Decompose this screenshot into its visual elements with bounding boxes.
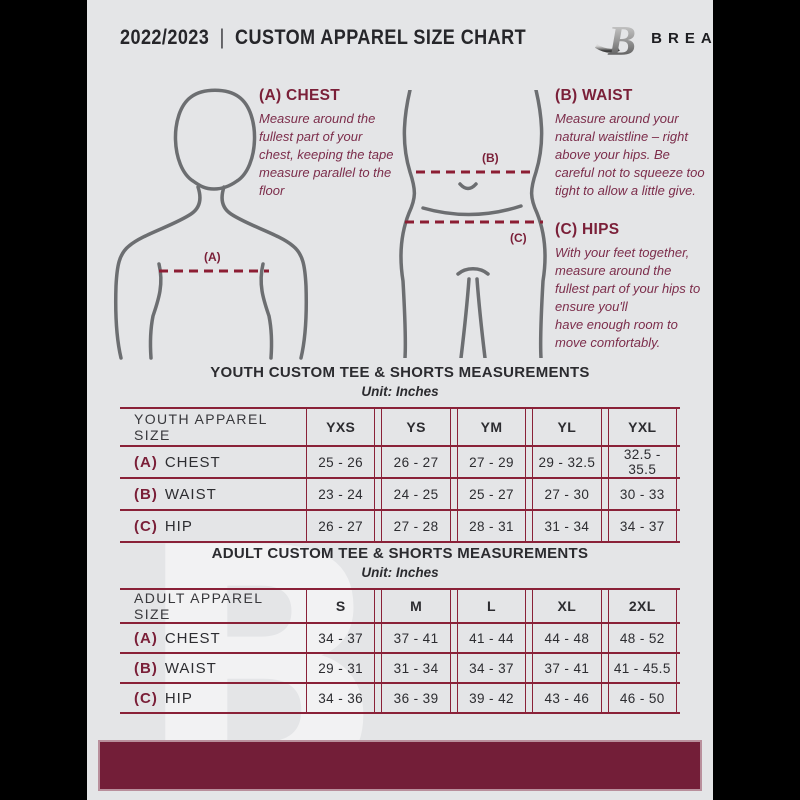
adult-col-l: L xyxy=(456,590,527,622)
adult-size-table: ADULT APPAREL SIZE S M L XL 2XL (A) CHES… xyxy=(120,588,680,714)
chart-title: CUSTOM APPAREL SIZE CHART xyxy=(235,26,527,49)
waist-marker-label: (B) xyxy=(482,151,499,165)
breakaway-logo-icon: B xyxy=(594,19,636,61)
adult-col-xl: XL xyxy=(532,590,602,622)
cell: 41 - 45.5 xyxy=(607,654,677,682)
youth-size-table: YOUTH APPAREL SIZE YXS YS YM YL YXL (A) … xyxy=(120,407,680,543)
footer-bar xyxy=(98,740,702,791)
adult-section-unit: Unit: Inches xyxy=(361,565,439,580)
season-label: 2022/2023 xyxy=(120,26,210,49)
cell: 34 - 37 xyxy=(456,654,527,682)
svg-text:B: B xyxy=(607,19,636,61)
chest-instruction-text: Measure around the fullest part of your … xyxy=(259,111,394,198)
youth-col-ys: YS xyxy=(381,409,451,445)
row-key: (A) xyxy=(134,453,158,471)
youth-table-header-row: YOUTH APPAREL SIZE YXS YS YM YL YXL xyxy=(120,407,680,447)
cell: 48 - 52 xyxy=(607,624,677,652)
page-title: 2022/2023 | CUSTOM APPAREL SIZE CHART xyxy=(120,26,526,50)
youth-col-yxl: YXL xyxy=(607,409,677,445)
chest-marker-label: (A) xyxy=(204,250,221,264)
cell: 27 - 30 xyxy=(532,479,602,509)
cell: 41 - 44 xyxy=(456,624,527,652)
adult-col-2xl: 2XL xyxy=(607,590,677,622)
cell: 34 - 37 xyxy=(306,624,376,652)
cell: 26 - 27 xyxy=(381,447,451,477)
youth-section-unit: Unit: Inches xyxy=(361,384,439,399)
adult-col-m: M xyxy=(381,590,451,622)
youth-size-label: YOUTH APPAREL SIZE xyxy=(134,411,268,443)
adult-col-s: S xyxy=(306,590,376,622)
adult-waist-row: (B) WAIST 29 - 31 31 - 34 34 - 37 37 - 4… xyxy=(120,654,680,684)
adult-measurements-section: ADULT CUSTOM TEE & SHORTS MEASUREMENTS U… xyxy=(120,545,680,714)
row-name: WAIST xyxy=(164,485,217,503)
cell: 31 - 34 xyxy=(532,511,602,541)
cell: 26 - 27 xyxy=(306,511,376,541)
cell: 44 - 48 xyxy=(532,624,602,652)
waist-hip-measurement-figure: (B) (C) xyxy=(399,90,547,358)
cell: 34 - 37 xyxy=(607,511,677,541)
cell: 27 - 28 xyxy=(381,511,451,541)
youth-col-ym: YM xyxy=(456,409,527,445)
cell: 24 - 25 xyxy=(381,479,451,509)
hip-marker-label: (C) xyxy=(510,231,527,245)
chest-measurement-figure: (A) xyxy=(114,88,308,360)
row-key: (A) xyxy=(134,629,158,647)
cell: 46 - 50 xyxy=(607,684,677,712)
youth-col-yl: YL xyxy=(532,409,602,445)
title-divider: | xyxy=(219,26,225,49)
cell: 37 - 41 xyxy=(381,624,451,652)
cell: 25 - 26 xyxy=(306,447,376,477)
row-key: (C) xyxy=(134,517,158,535)
adult-size-label: ADULT APPAREL SIZE xyxy=(134,590,263,622)
cell: 25 - 27 xyxy=(456,479,527,509)
cell: 32.5 - 35.5 xyxy=(607,447,677,477)
cell: 39 - 42 xyxy=(456,684,527,712)
hips-instruction-text: With your feet together, measure around … xyxy=(555,245,701,350)
cell: 43 - 46 xyxy=(532,684,602,712)
cell: 37 - 41 xyxy=(532,654,602,682)
youth-section-title: YOUTH CUSTOM TEE & SHORTS MEASUREMENTS xyxy=(210,364,590,381)
row-key: (B) xyxy=(134,659,158,677)
waist-instruction-heading: (B) WAIST xyxy=(555,87,633,104)
row-name: HIP xyxy=(164,517,193,535)
cell: 28 - 31 xyxy=(456,511,527,541)
row-name: CHEST xyxy=(164,453,221,471)
adult-chest-row: (A) CHEST 34 - 37 37 - 41 41 - 44 44 - 4… xyxy=(120,624,680,654)
adult-hip-row: (C) HIP 34 - 36 36 - 39 39 - 42 43 - 46 … xyxy=(120,684,680,714)
youth-hip-row: (C) HIP 26 - 27 27 - 28 28 - 31 31 - 34 … xyxy=(120,511,680,543)
youth-chest-row: (A) CHEST 25 - 26 26 - 27 27 - 29 29 - 3… xyxy=(120,447,680,479)
chest-instruction-heading: (A) CHEST xyxy=(259,87,341,104)
waist-instruction-text: Measure around your natural waistline – … xyxy=(555,111,705,198)
adult-table-header-row: ADULT APPAREL SIZE S M L XL 2XL xyxy=(120,588,680,624)
size-chart-page: B 2022/2023 | CUSTOM APPAREL SIZE CHART … xyxy=(87,0,713,800)
hips-instruction-heading: (C) HIPS xyxy=(555,221,620,238)
row-name: CHEST xyxy=(164,629,221,647)
brand-lockup: B BREAKAWAY xyxy=(592,15,713,61)
youth-waist-row: (B) WAIST 23 - 24 24 - 25 25 - 27 27 - 3… xyxy=(120,479,680,511)
adult-section-title: ADULT CUSTOM TEE & SHORTS MEASUREMENTS xyxy=(211,545,589,562)
cell: 27 - 29 xyxy=(456,447,527,477)
cell: 36 - 39 xyxy=(381,684,451,712)
youth-measurements-section: YOUTH CUSTOM TEE & SHORTS MEASUREMENTS U… xyxy=(120,364,680,543)
youth-col-yxs: YXS xyxy=(306,409,376,445)
row-name: HIP xyxy=(164,689,193,707)
cell: 29 - 31 xyxy=(306,654,376,682)
row-key: (C) xyxy=(134,689,158,707)
row-name: WAIST xyxy=(164,659,217,677)
cell: 29 - 32.5 xyxy=(532,447,602,477)
cell: 30 - 33 xyxy=(607,479,677,509)
page-header: 2022/2023 | CUSTOM APPAREL SIZE CHART B … xyxy=(87,0,713,76)
cell: 31 - 34 xyxy=(381,654,451,682)
cell: 23 - 24 xyxy=(306,479,376,509)
row-key: (B) xyxy=(134,485,158,503)
brand-name: BREAKAWAY xyxy=(651,29,713,47)
cell: 34 - 36 xyxy=(306,684,376,712)
